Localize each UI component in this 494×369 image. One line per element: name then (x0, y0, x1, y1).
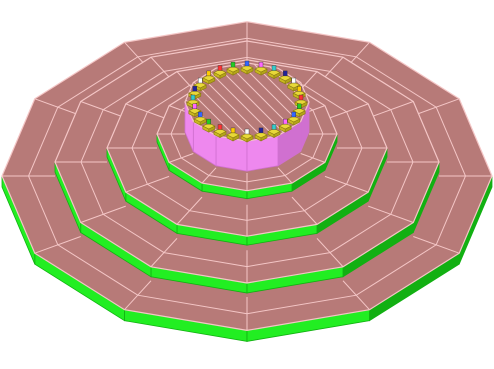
marker-cap (217, 65, 223, 71)
marker (278, 118, 292, 133)
marker-base-right (284, 125, 292, 133)
tier-spoke (368, 101, 414, 119)
marker-base-right (298, 110, 306, 118)
marker (240, 128, 254, 143)
marker (202, 70, 216, 85)
marker-cap (271, 124, 277, 130)
marker (267, 124, 281, 138)
marker-ring (186, 60, 308, 143)
marker-cap (197, 77, 203, 84)
marker-cap (297, 103, 302, 110)
tier-spoke (34, 236, 81, 254)
marker (226, 127, 240, 142)
marker-cap (230, 127, 236, 134)
marker-base-right (246, 67, 254, 75)
marker-cap (258, 127, 264, 134)
marker (193, 111, 207, 126)
marker-base-right (232, 68, 240, 76)
marker-cap (258, 61, 264, 68)
tier-spoke (34, 98, 81, 116)
marker (226, 61, 240, 76)
marker-base-right (273, 131, 281, 138)
marker-base-right (208, 125, 216, 133)
tier-spoke (316, 238, 344, 268)
marker-cap (283, 70, 288, 77)
marker-cap (230, 61, 236, 68)
marker-cap (298, 94, 304, 101)
marker-base-right (219, 72, 227, 79)
drum-side-face (215, 135, 248, 172)
tier-spoke (80, 101, 126, 119)
tier-spoke (176, 196, 203, 225)
marker-base-right (199, 84, 207, 92)
tier-spoke (168, 153, 194, 163)
tier-spoke (150, 238, 178, 268)
marker (202, 118, 216, 133)
tier-spoke (413, 236, 460, 254)
marker (287, 111, 301, 126)
tier-spoke (80, 205, 126, 223)
marker (267, 65, 281, 79)
marker-cap (217, 124, 223, 130)
marker-cap (197, 111, 203, 118)
marker-base-right (273, 72, 281, 79)
marker-cap (192, 85, 198, 92)
marker-base-right (232, 134, 240, 142)
marker-base-right (260, 134, 268, 142)
marker-cap (244, 128, 250, 135)
tier-spoke (124, 280, 152, 311)
drum-side-face (246, 135, 279, 172)
marker-base-right (219, 131, 227, 138)
marker (193, 77, 207, 92)
marker-cap (291, 111, 296, 118)
tier-spoke (125, 175, 170, 193)
marker-base-right (284, 77, 292, 85)
tier-spoke (324, 103, 369, 121)
marker (254, 127, 268, 142)
tier-spoke (342, 280, 370, 311)
marker-cap (271, 65, 277, 71)
tier-spoke (324, 175, 369, 193)
tier-spoke (277, 167, 293, 184)
tier-spoke (201, 167, 217, 184)
marker-cap (283, 118, 288, 125)
tier-spoke (291, 196, 318, 225)
marker (240, 60, 254, 75)
tier-spoke (368, 205, 414, 223)
marker (254, 61, 268, 76)
tier-spoke (413, 98, 460, 116)
marker-base-right (260, 68, 268, 76)
marker (278, 70, 292, 85)
marker-cap (291, 77, 296, 84)
marker-cap (190, 94, 196, 101)
marker (213, 124, 227, 138)
marker-cap (206, 118, 212, 125)
marker-base-right (246, 135, 254, 143)
marker-base-right (293, 118, 301, 126)
marker-cap (244, 60, 250, 67)
marker-cap (192, 103, 198, 110)
marker-cap (206, 70, 212, 77)
marker (213, 65, 227, 79)
tier-spoke (300, 153, 326, 163)
marker-cap (297, 85, 302, 92)
tier-spoke (125, 103, 170, 121)
marker-base-right (208, 77, 216, 85)
marker-base-right (199, 118, 207, 126)
